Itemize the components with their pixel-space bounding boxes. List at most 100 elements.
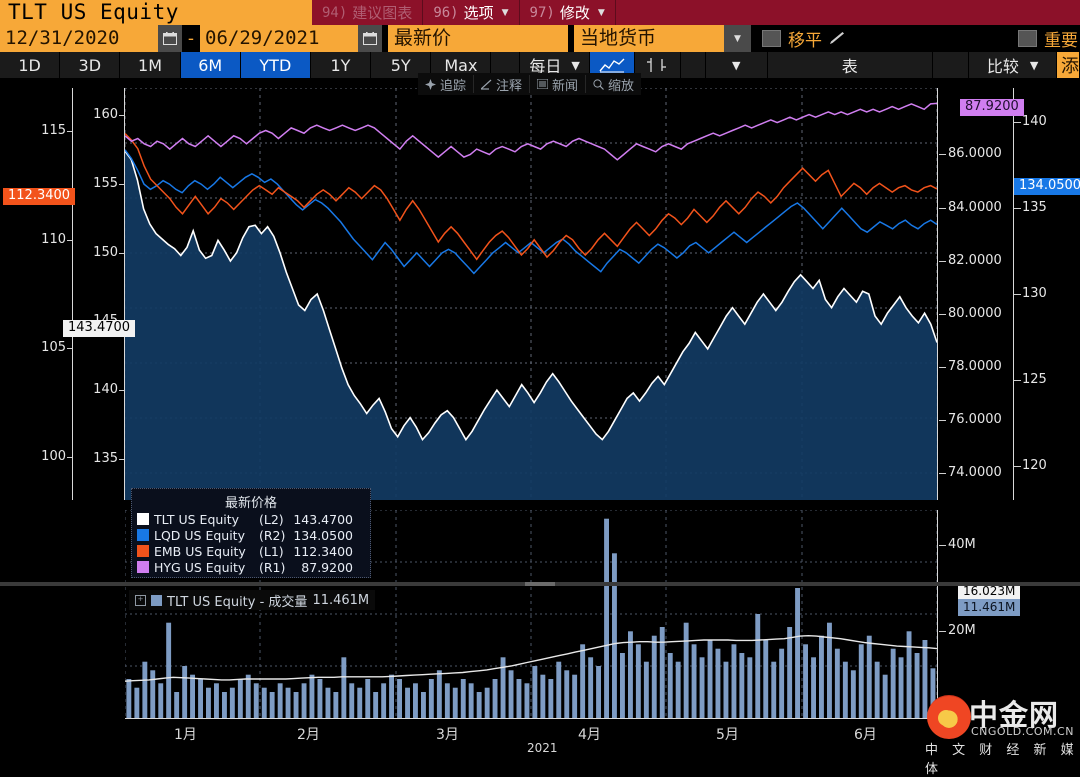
price-type-select[interactable]: 最新价 — [388, 25, 568, 52]
command-bar: TLT US Equity 94) 建议图表 96) 选项 ▼ 97) 修改 ▼ — [0, 0, 1080, 25]
moving-average-checkbox[interactable] — [762, 30, 781, 47]
chart-type-dropdown[interactable]: ▼ — [705, 52, 768, 78]
watermark-tagline: 中 文 财 经 新 媒 体 — [925, 743, 1079, 777]
legend-row-tlt[interactable]: TLT US Equity (L2) 143.4700 — [132, 511, 370, 527]
volume-swatch — [151, 594, 162, 606]
zoom-tool[interactable]: 缩放 — [586, 75, 641, 94]
important-checkbox[interactable] — [1018, 30, 1037, 47]
toolbar-gap-2 — [680, 52, 706, 78]
x-axis-label: 3月 — [436, 727, 459, 743]
pencil-icon[interactable] — [822, 25, 853, 52]
compare-button[interactable]: 比较 ▼ — [969, 52, 1057, 78]
legend-axis-lqd: (R2) — [259, 527, 286, 543]
axis-tick-mark — [939, 154, 946, 156]
command-label: 选项 — [463, 4, 494, 22]
command-number: 97) — [529, 4, 555, 21]
panel-separator-grip[interactable] — [525, 582, 555, 586]
legend-row-emb[interactable]: EMB US Equity (L1) 112.3400 — [132, 543, 370, 559]
bar-chart-icon[interactable] — [634, 52, 681, 78]
axis-tick-mark — [119, 252, 124, 254]
axis-tick-mark — [119, 115, 124, 117]
axis-tick-label: 80.0000 — [948, 305, 1002, 321]
period-5y[interactable]: 5Y — [371, 52, 432, 78]
currency-select[interactable]: 当地货币 — [574, 25, 724, 52]
axis-tick-label: 76.0000 — [948, 412, 1002, 428]
chart-canvas: 11511010510016015515014514013586.000084.… — [0, 78, 1080, 777]
axis-tick-mark — [67, 348, 72, 350]
axis-tick-mark — [1014, 379, 1021, 381]
legend-name-hyg: HYG US Equity — [154, 559, 246, 575]
axis-tick-mark — [939, 313, 946, 315]
volume-tick-label: 20M — [948, 623, 976, 639]
axis-tick-label: 135 — [93, 450, 118, 466]
currency-dropdown-arrow[interactable]: ▼ — [724, 25, 751, 52]
volume-label: TLT US Equity - 成交量 — [167, 594, 308, 610]
command-options[interactable]: 96) 选项 ▼ — [423, 0, 520, 25]
chart-legend: 最新价格 TLT US Equity (L2) 143.4700 LQD US … — [131, 488, 371, 578]
volume-value-tag: 11.461M — [958, 599, 1021, 616]
news-tool[interactable]: 新闻 — [530, 75, 587, 94]
right-outer-axis-line — [1013, 88, 1014, 500]
start-date-input[interactable]: 12/31/2020 — [0, 25, 158, 52]
news-label: 新闻 — [552, 78, 579, 94]
calendar-icon-end[interactable] — [358, 25, 382, 52]
axis-tick-mark — [939, 367, 946, 369]
tlt-value-tag: 143.4700 — [63, 320, 136, 337]
legend-axis-hyg: (R1) — [259, 559, 286, 575]
end-date-input[interactable]: 06/29/2021 — [200, 25, 358, 52]
chevron-down-icon: ▼ — [501, 7, 509, 18]
command-label: 建议图表 — [352, 4, 413, 22]
axis-tick-mark — [939, 207, 946, 209]
axis-tick-label: 140 — [1022, 114, 1047, 130]
period-1m[interactable]: 1M — [120, 52, 181, 78]
hyg-value-tag: 87.9200 — [960, 99, 1024, 116]
period-1y[interactable]: 1Y — [310, 52, 372, 78]
command-edit[interactable]: 97) 修改 ▼ — [520, 0, 616, 25]
x-axis-label: 2月 — [297, 727, 320, 743]
left-outer-axis-line — [72, 88, 73, 500]
axis-tick-label: 115 — [41, 123, 66, 139]
axis-tick-mark — [67, 239, 72, 241]
cngold-logo-icon — [927, 695, 971, 739]
period-ytd[interactable]: YTD — [240, 52, 311, 78]
period-3d[interactable]: 3D — [60, 52, 121, 78]
track-label: 追踪 — [440, 78, 467, 94]
chevron-down-icon: ▼ — [1029, 58, 1039, 72]
axis-tick-label: 74.0000 — [948, 465, 1002, 481]
frequency-label: 每日 — [529, 57, 562, 76]
command-label: 修改 — [559, 4, 590, 22]
x-axis-year-label: 2021 — [527, 741, 558, 755]
x-axis-label: 5月 — [716, 727, 739, 743]
legend-value-hyg: 87.9200 — [301, 559, 353, 575]
command-suggest-chart[interactable]: 94) 建议图表 — [312, 0, 424, 25]
period-6m[interactable]: 6M — [180, 52, 241, 78]
chevron-down-icon: ▼ — [597, 7, 605, 18]
axis-tick-label: 120 — [1022, 457, 1047, 473]
add-button[interactable]: 添 — [1056, 52, 1080, 78]
annotate-tool[interactable]: 注释 — [474, 75, 531, 94]
legend-value-lqd: 134.0500 — [293, 527, 353, 543]
axis-tick-mark — [67, 131, 72, 133]
track-tool[interactable]: 追踪 — [418, 75, 475, 94]
legend-name-emb: EMB US Equity — [154, 543, 246, 559]
legend-swatch-tlt — [137, 513, 149, 525]
zoom-label: 缩放 — [608, 78, 635, 94]
legend-value-emb: 112.3400 — [293, 543, 353, 559]
legend-value-tlt: 143.4700 — [293, 511, 353, 527]
period-1d[interactable]: 1D — [0, 52, 61, 78]
legend-row-hyg[interactable]: HYG US Equity (R1) 87.9200 — [132, 559, 370, 575]
axis-tick-mark — [119, 184, 124, 186]
important-label: 重要 — [1044, 31, 1078, 51]
legend-row-lqd[interactable]: LQD US Equity (R2) 134.0500 — [132, 527, 370, 543]
watermark-url: CNGOLD.COM.CN — [971, 725, 1074, 738]
table-button[interactable]: 表 — [767, 52, 933, 78]
ticker-input[interactable]: TLT US Equity — [0, 0, 312, 25]
axis-tick-mark — [939, 420, 946, 422]
calendar-icon-start[interactable] — [158, 25, 182, 52]
volume-panel-header: + TLT US Equity - 成交量 11.461M — [129, 590, 376, 610]
legend-swatch-lqd — [137, 529, 149, 541]
axis-tick-label: 86.0000 — [948, 146, 1002, 162]
command-bar-filler — [616, 0, 1080, 25]
expand-icon[interactable]: + — [135, 594, 146, 606]
compare-label: 比较 — [986, 57, 1019, 76]
